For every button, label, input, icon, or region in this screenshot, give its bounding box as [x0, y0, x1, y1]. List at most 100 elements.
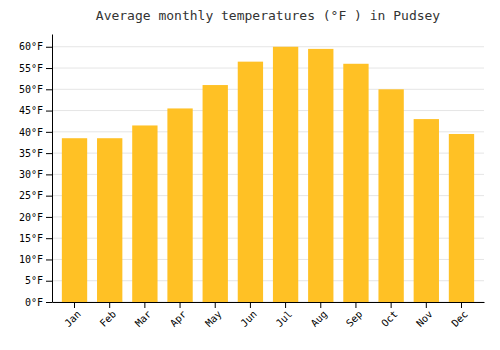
y-tick-mark — [46, 238, 52, 239]
x-tick: Feb — [98, 302, 119, 329]
grid-line — [52, 46, 484, 47]
bar — [378, 89, 403, 302]
x-tick-label: Oct — [379, 308, 400, 329]
y-axis: 0°F 5°F 10°F 15°F 20°F 25°F 30°F 35°F 40°F 45°F 50… — [19, 35, 53, 308]
grid — [52, 47, 484, 302]
y-tick-label: 45°F — [19, 105, 43, 116]
y-tick: 20°F — [19, 212, 52, 223]
y-tick-mark — [46, 89, 52, 90]
y-tick-label: 50°F — [19, 84, 43, 95]
x-tick: Apr — [168, 302, 189, 329]
bar — [449, 134, 474, 302]
x-tick-mark — [109, 302, 110, 308]
y-tick-label: 35°F — [19, 148, 43, 159]
y-tick-label: 20°F — [19, 212, 43, 223]
y-tick: 55°F — [19, 63, 52, 74]
bar — [132, 125, 157, 302]
x-tick-label: Jan — [62, 308, 83, 329]
y-tick-label: 55°F — [19, 63, 43, 74]
y-tick-mark — [46, 196, 52, 197]
y-tick: 60°F — [19, 41, 52, 52]
x-tick: Jan — [62, 302, 83, 329]
y-tick-mark — [46, 217, 52, 218]
y-tick-label: 5°F — [25, 275, 43, 286]
y-tick-label: 25°F — [19, 190, 43, 201]
y-tick-label: 15°F — [19, 233, 43, 244]
bar — [308, 49, 333, 302]
x-tick: Mar — [133, 302, 154, 329]
y-tick-mark — [46, 153, 52, 154]
x-tick: Jul — [274, 302, 295, 329]
x-tick: Jun — [238, 302, 259, 329]
y-tick: 25°F — [19, 190, 52, 201]
grid-line — [52, 89, 484, 90]
y-tick-mark — [46, 302, 52, 303]
x-tick-label: Nov — [414, 308, 435, 329]
x-tick-label: Apr — [168, 308, 189, 329]
title: Average monthly temperatures (°F ) in Pu… — [96, 8, 441, 23]
x-tick-mark — [461, 302, 462, 308]
y-tick-label: 10°F — [19, 254, 43, 265]
x-tick-mark — [426, 302, 427, 308]
x-tick-label: May — [203, 308, 224, 329]
x-tick-label: Mar — [133, 308, 154, 329]
chart: 0°F 5°F 10°F 15°F 20°F 25°F 30°F 35°F 40°F 45°F 50… — [0, 0, 500, 350]
y-axis-line — [52, 35, 53, 303]
bar — [414, 119, 439, 302]
y-tick-mark — [46, 259, 52, 260]
y-tick-mark — [46, 68, 52, 69]
y-tick: 15°F — [19, 233, 52, 244]
x-tick: Sep — [344, 302, 365, 329]
grid-line — [52, 110, 484, 111]
x-tick-label: Aug — [309, 308, 330, 329]
plot: 0°F 5°F 10°F 15°F 20°F 25°F 30°F 35°F 40°F 45°F 50… — [19, 35, 485, 329]
x-tick: Nov — [414, 302, 435, 329]
x-tick-mark — [144, 302, 145, 308]
bar — [273, 47, 298, 302]
x-tick-mark — [355, 302, 356, 308]
y-tick-label: 30°F — [19, 169, 43, 180]
y-tick: 10°F — [19, 254, 52, 265]
x-axis-line — [53, 302, 485, 303]
marks — [62, 47, 474, 302]
y-tick: 45°F — [19, 105, 52, 116]
y-tick-mark — [46, 132, 52, 133]
y-tick-mark — [46, 281, 52, 282]
x-tick-label: Dec — [449, 308, 470, 329]
y-tick: 40°F — [19, 127, 52, 138]
y-tick: 35°F — [19, 148, 52, 159]
x-tick: Dec — [449, 302, 470, 329]
y-tick-label: 60°F — [19, 41, 43, 52]
x-tick-mark — [320, 302, 321, 308]
x-tick-mark — [180, 302, 181, 308]
x-tick-label: Feb — [98, 308, 119, 329]
y-tick-mark — [46, 47, 52, 48]
x-tick: Oct — [379, 302, 400, 329]
bar — [343, 64, 368, 302]
x-tick-mark — [285, 302, 286, 308]
y-tick: 50°F — [19, 84, 52, 95]
x-axis: Jan Feb Mar Apr May Jun Jul Aug Sep Oct Nov Dec — [53, 302, 485, 329]
bar — [97, 138, 122, 302]
x-tick: Aug — [309, 302, 330, 329]
grid-line — [52, 68, 484, 69]
y-tick: 30°F — [19, 169, 52, 180]
bar — [167, 108, 192, 302]
bar — [203, 85, 228, 302]
x-tick-label: Jul — [274, 308, 295, 329]
x-tick-mark — [391, 302, 392, 308]
x-tick-label: Sep — [344, 308, 365, 329]
x-tick: May — [203, 302, 224, 329]
x-tick-mark — [215, 302, 216, 308]
x-tick-label: Jun — [238, 308, 259, 329]
x-tick-mark — [74, 302, 75, 308]
y-tick-mark — [46, 174, 52, 175]
x-tick-mark — [250, 302, 251, 308]
y-tick: 5°F — [25, 275, 52, 286]
y-tick-label: 0°F — [25, 297, 43, 308]
bar — [238, 62, 263, 302]
y-tick: 0°F — [25, 297, 52, 308]
y-tick-mark — [46, 111, 52, 112]
y-tick-label: 40°F — [19, 127, 43, 138]
bar — [62, 138, 87, 302]
